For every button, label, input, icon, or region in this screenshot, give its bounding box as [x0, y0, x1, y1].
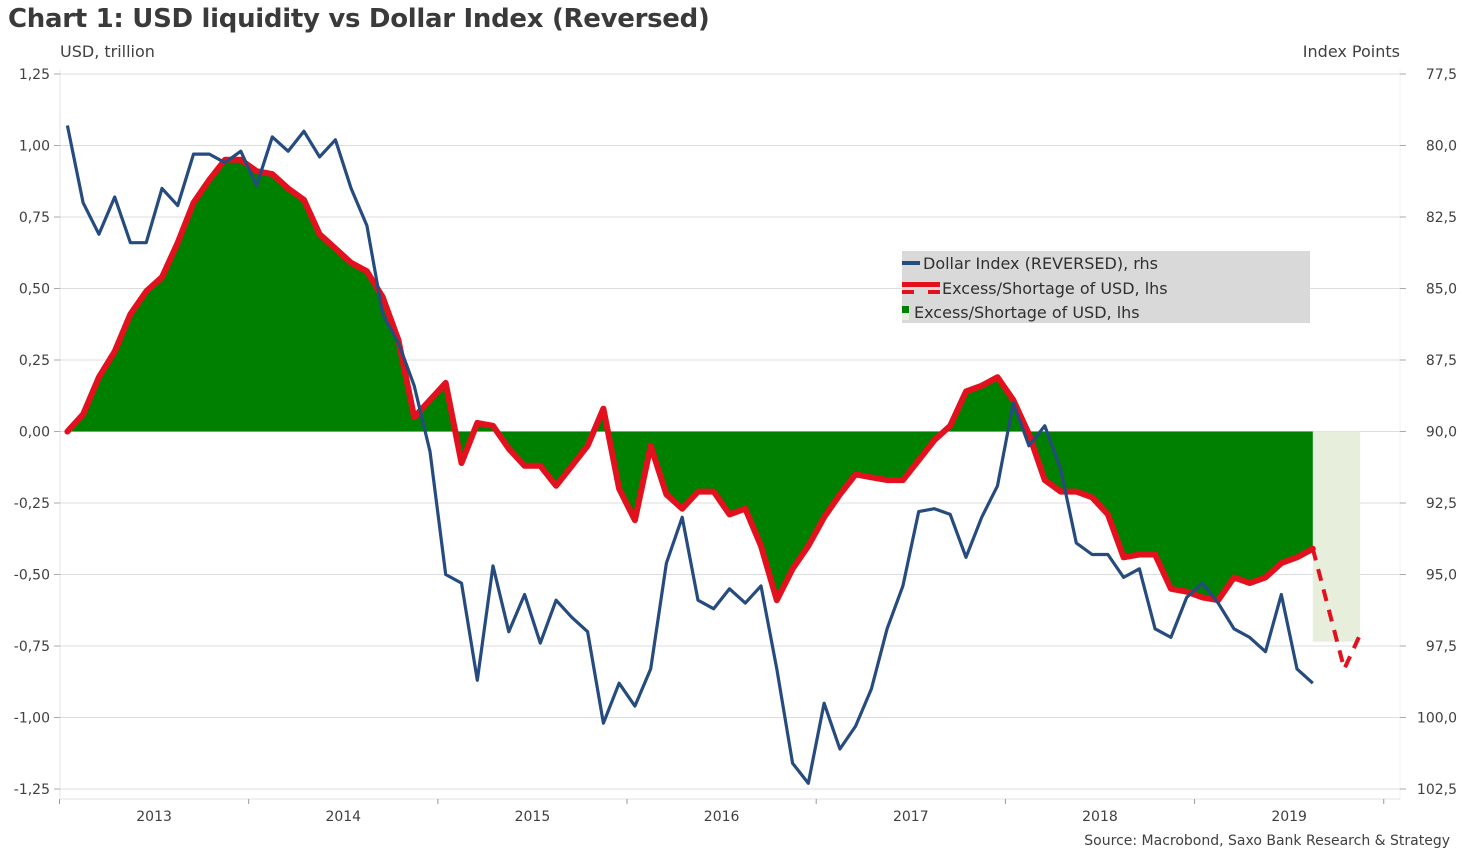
left-axis-ticks: 1,25 1,00 0,75 0,50 0,25 0,00 -0,25 -0,50 -0,75 -…: [14, 67, 60, 798]
legend-swatch-green-area-icon: [902, 304, 910, 320]
x-tick-label: 2018: [1082, 809, 1118, 825]
right-tick-label: 80,0: [1426, 139, 1457, 155]
left-tick-label: -0,25: [14, 496, 50, 512]
right-tick-label: 102,5: [1417, 782, 1457, 798]
legend-item-excess-line: Excess/Shortage of USD, lhs: [902, 276, 1168, 300]
dollar-index-line: [65, 125, 1314, 785]
left-tick-label: 0,50: [19, 282, 50, 298]
left-tick-label: -1,00: [14, 711, 50, 727]
left-tick-label: 0,75: [19, 210, 50, 226]
legend-item-dollar-index: Dollar Index (REVERSED), rhs: [902, 251, 1158, 275]
x-axis: 2013 2014 2015 2016 2017 2018 2019: [59, 798, 1400, 825]
right-tick-label: 82,5: [1426, 210, 1457, 226]
left-tick-label: -1,25: [14, 782, 50, 798]
left-tick-label: 1,25: [19, 67, 50, 83]
x-tick-label: 2015: [515, 809, 551, 825]
chart-title: Chart 1: USD liquidity vs Dollar Index (…: [8, 4, 710, 34]
right-tick-label: 97,5: [1426, 639, 1457, 655]
legend: Dollar Index (REVERSED), rhs Excess/Shor…: [902, 251, 1310, 323]
legend-swatch-blue-line-icon: [902, 261, 920, 265]
right-tick-label: 90,0: [1426, 425, 1457, 441]
right-tick-label: 100,0: [1417, 711, 1457, 727]
x-tick-label: 2013: [136, 809, 172, 825]
x-tick-label: 2016: [704, 809, 740, 825]
left-tick-label: 0,00: [19, 425, 50, 441]
left-tick-label: -0,50: [14, 568, 50, 584]
x-tick-label: 2014: [325, 809, 361, 825]
legend-swatch-red-line-icon: [902, 281, 940, 295]
excess-shortage-line: [64, 156, 1316, 604]
right-tick-label: 85,0: [1426, 282, 1457, 298]
right-tick-label: 92,5: [1426, 496, 1457, 512]
left-axis-label: USD, trillion: [60, 42, 155, 61]
legend-item-excess-area: Excess/Shortage of USD, lhs: [902, 300, 1140, 324]
x-tick-label: 2019: [1271, 809, 1307, 825]
legend-label: Dollar Index (REVERSED), rhs: [923, 253, 1159, 273]
right-tick-label: 87,5: [1426, 353, 1457, 369]
excess-shortage-forecast-line: [1310, 548, 1362, 675]
right-tick-label: 95,0: [1426, 568, 1457, 584]
legend-label: Excess/Shortage of USD, lhs: [942, 278, 1168, 298]
excess-shortage-area: [67, 159, 1313, 601]
x-tick-label: 2017: [893, 809, 929, 825]
right-axis-ticks: 77,5 80,0 82,5 85,0 87,5 90,0 92,5 95,0 97,5 100,…: [1400, 67, 1457, 798]
source-note: Source: Macrobond, Saxo Bank Research & …: [1084, 833, 1450, 849]
right-axis-label: Index Points: [1302, 42, 1400, 61]
area-fills: [67, 159, 1361, 642]
left-tick-label: 0,25: [19, 353, 50, 369]
left-tick-label: -0,75: [14, 639, 50, 655]
forecast-area: [1312, 431, 1361, 642]
right-tick-label: 77,5: [1426, 67, 1457, 83]
left-tick-label: 1,00: [19, 139, 50, 155]
legend-label: Excess/Shortage of USD, lhs: [914, 302, 1140, 322]
series-lines: [64, 125, 1362, 785]
